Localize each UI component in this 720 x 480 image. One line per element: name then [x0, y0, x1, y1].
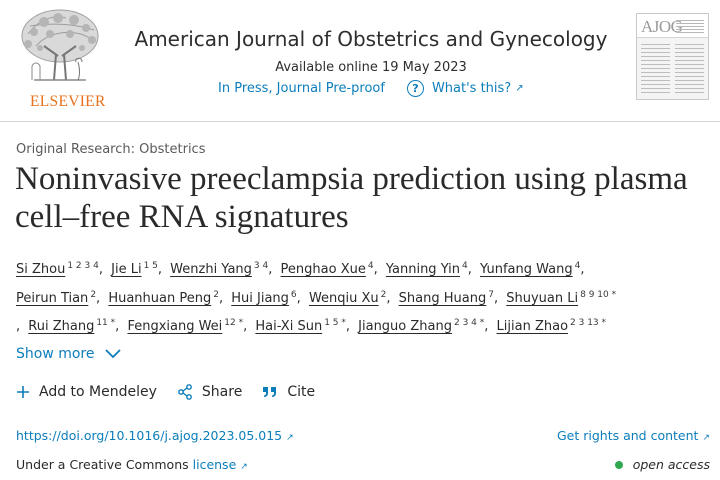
elsevier-wordmark: ELSEVIER: [30, 93, 106, 110]
author-item[interactable]: Hai-Xi Sun 1 5 *,: [255, 318, 351, 334]
cover-title: AJOG: [641, 17, 683, 36]
in-press-link[interactable]: In Press, Journal Pre-proof: [218, 81, 385, 96]
open-access-dot-icon: [614, 460, 623, 469]
author-list: Si Zhou 1 2 3 4, Jie Li 1 5, Wenzhi Yang 3 …: [16, 254, 716, 340]
author-item[interactable]: Yunfang Wang 4,: [480, 261, 585, 277]
author-item[interactable]: Jie Li 1 5,: [111, 261, 163, 277]
cite-button[interactable]: Cite: [262, 384, 315, 400]
share-button[interactable]: Share: [177, 384, 242, 400]
author-item[interactable]: Penghao Xue 4,: [280, 261, 378, 277]
cite-label: Cite: [287, 384, 316, 400]
elsevier-logo[interactable]: ELSEVIER: [14, 6, 106, 110]
license-link[interactable]: license ↗: [192, 457, 248, 472]
author-item[interactable]: , Rui Zhang 11 *,: [16, 318, 120, 334]
author-item[interactable]: Lijian Zhao 2 3 13 *: [496, 318, 607, 334]
external-arrow-icon: ↗: [286, 433, 294, 443]
doi-link[interactable]: https://doi.org/10.1016/j.ajog.2023.05.0…: [16, 428, 294, 443]
license-notice: Under a Creative Commons license ↗: [16, 457, 248, 472]
mendeley-label: Add to Mendeley: [39, 384, 157, 400]
available-online-date: Available online 19 May 2023: [275, 60, 467, 75]
add-to-mendeley-button[interactable]: Add to Mendeley: [16, 384, 157, 400]
chevron-down-icon: [104, 349, 121, 359]
get-rights-link[interactable]: Get rights and content ↗: [556, 428, 710, 443]
author-item[interactable]: Si Zhou 1 2 3 4,: [16, 261, 103, 277]
quote-icon: [263, 387, 277, 397]
journal-title-link[interactable]: American Journal of Obstetrics and Gynec…: [134, 27, 608, 51]
author-item[interactable]: Shang Huang 7,: [398, 289, 499, 306]
author-item[interactable]: Huanhuan Peng 2,: [108, 289, 224, 306]
author-item[interactable]: Jianguo Zhang 2 3 4 *,: [358, 318, 489, 334]
whats-this-link[interactable]: What's this?: [431, 81, 512, 96]
external-arrow-icon: ↗: [702, 433, 710, 443]
external-arrow-icon: ↗: [515, 83, 524, 94]
article-actions: Add to Mendeley Share Cite: [16, 384, 335, 400]
share-label: Share: [201, 384, 243, 400]
help-icon: ?: [406, 80, 424, 97]
author-item[interactable]: Wenqiu Xu 2,: [308, 289, 391, 306]
plus-icon: [17, 386, 29, 398]
press-status-row: In Press, Journal Pre-proof ? What's thi…: [218, 80, 524, 97]
show-more-button[interactable]: Show more: [16, 346, 121, 362]
author-item[interactable]: Hui Jiang 6,: [231, 289, 301, 306]
author-item[interactable]: Fengxiang Wei 12 *,: [127, 318, 248, 334]
author-item[interactable]: Wenzhi Yang 3 4,: [170, 261, 273, 277]
show-more-label: Show more: [16, 346, 95, 362]
author-item[interactable]: Shuyuan Li 8 9 10 *: [506, 289, 617, 306]
article-title: Noninvasive preeclampsia prediction usin…: [15, 161, 688, 235]
author-item[interactable]: Peirun Tian 2,: [16, 289, 101, 306]
author-item[interactable]: Yanning Yin 4,: [385, 261, 472, 277]
external-arrow-icon: ↗: [240, 462, 248, 472]
journal-header: ELSEVIER American Journal of Obstetrics …: [0, 0, 720, 122]
open-access-badge: open access: [614, 457, 710, 472]
elsevier-tree-icon: [21, 9, 99, 81]
header-divider: [0, 121, 720, 122]
journal-cover-thumbnail[interactable]: AJOG: [636, 13, 709, 100]
article-category: Original Research: Obstetrics: [16, 142, 206, 157]
share-icon: [178, 384, 192, 400]
